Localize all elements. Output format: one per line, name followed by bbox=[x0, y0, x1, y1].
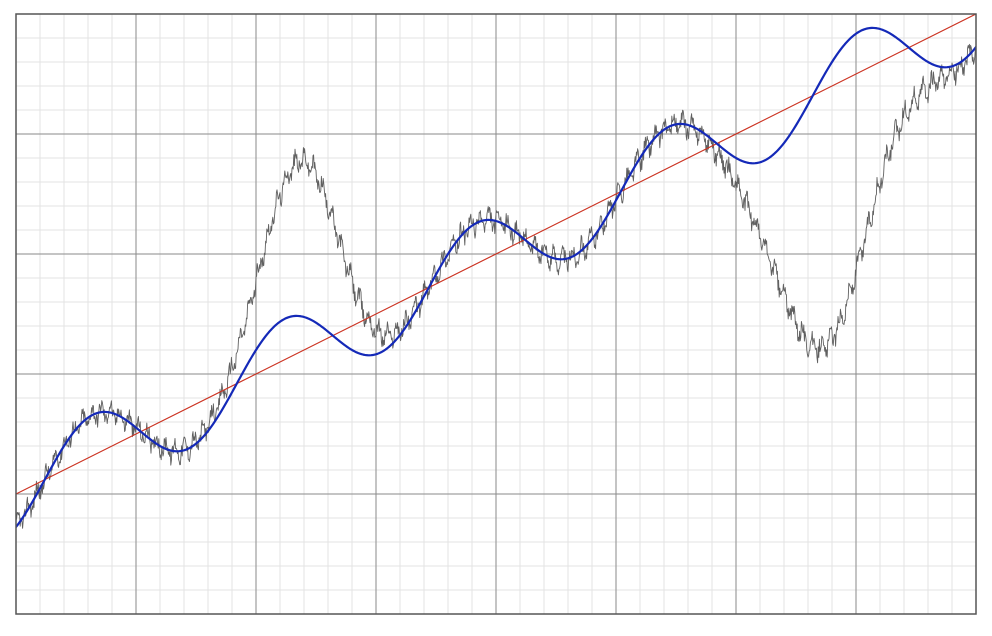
signal-chart bbox=[0, 0, 992, 636]
chart-canvas bbox=[0, 0, 992, 636]
